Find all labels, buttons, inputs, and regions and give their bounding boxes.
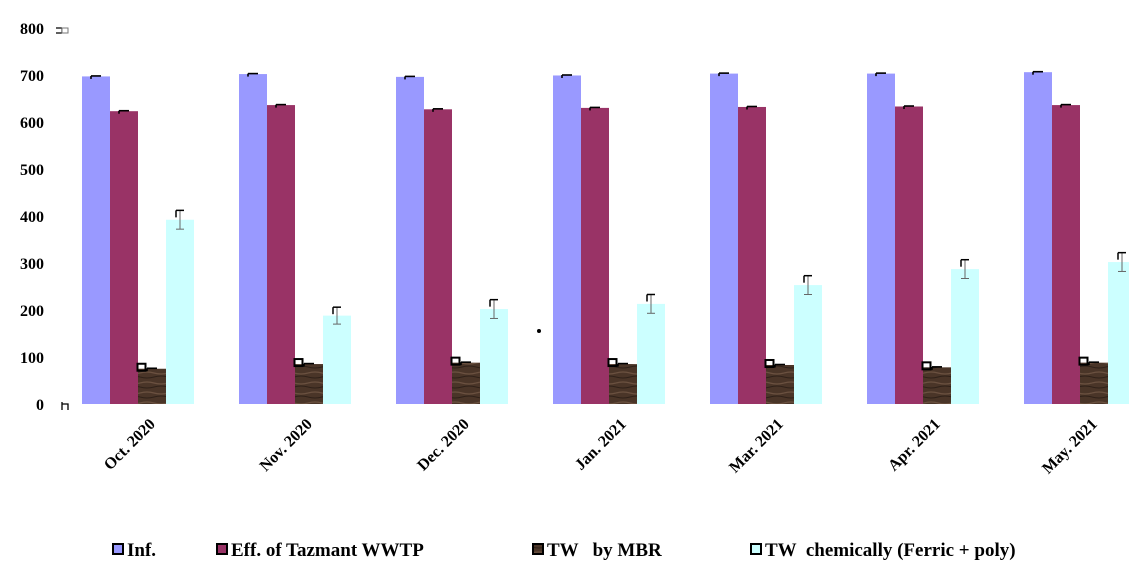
- legend-label: Eff. of Tazmant WWTP: [231, 540, 424, 561]
- y-tick-label: 300: [20, 256, 44, 273]
- x-tick-label: May. 2021: [1039, 416, 1101, 478]
- bar-tw-chemically-ferric-poly: [323, 315, 351, 404]
- legend-swatch: [216, 543, 228, 555]
- error-bar: [960, 258, 969, 280]
- stray-dot: [537, 329, 541, 333]
- legend-label: Inf.: [127, 540, 156, 561]
- x-tick-label: Oct. 2020: [101, 416, 159, 474]
- bar-tw-chemically-ferric-poly: [637, 303, 665, 404]
- error-bar: [247, 72, 258, 77]
- bars: [82, 72, 1129, 405]
- bar-tw-by-mbr: [923, 367, 951, 404]
- bar-tw-by-mbr: [1080, 362, 1108, 404]
- axis-marker-box: [61, 27, 69, 34]
- marker-square: [607, 358, 618, 368]
- bar-tw-chemically-ferric-poly: [1108, 262, 1129, 404]
- bar-eff-of-tazmant-wwtp: [738, 106, 766, 405]
- bar-eff-of-tazmant-wwtp: [1052, 105, 1080, 404]
- error-bar: [489, 298, 498, 319]
- error-bar: [774, 363, 785, 368]
- error-bar: [903, 105, 914, 110]
- marker-square: [450, 356, 461, 366]
- bar-inf: [82, 76, 110, 404]
- legend-label: TW by MBR: [547, 540, 662, 561]
- bar-tw-chemically-ferric-poly: [794, 285, 822, 404]
- bar-tw-by-mbr: [295, 364, 323, 404]
- y-tick-label: 500: [20, 162, 44, 179]
- marker-square: [1078, 356, 1089, 366]
- error-bar: [803, 274, 812, 295]
- bar-eff-of-tazmant-wwtp: [581, 107, 609, 405]
- bar-inf: [396, 76, 424, 404]
- marker-square: [136, 362, 147, 372]
- error-bar: [1032, 70, 1043, 75]
- marker-square: [921, 361, 932, 371]
- bar-tw-chemically-ferric-poly: [951, 269, 979, 404]
- y-tick-label: 600: [20, 115, 44, 132]
- bar-inf: [710, 73, 738, 404]
- error-bar: [718, 72, 729, 77]
- bar-eff-of-tazmant-wwtp: [267, 105, 295, 404]
- x-tick-label: Apr. 2021: [885, 416, 944, 475]
- x-tick-label: Dec. 2020: [414, 416, 473, 475]
- error-bar: [746, 105, 757, 110]
- error-bar: [118, 109, 129, 114]
- x-axis: Oct. 2020 Nov. 2020 Dec. 2020 Jan. 2021 Mar.…: [101, 416, 1101, 478]
- y-tick-label: 400: [20, 209, 44, 226]
- y-tick-label: 700: [20, 68, 44, 85]
- error-bar: [404, 75, 415, 80]
- y-tick-label: 800: [20, 21, 44, 38]
- bar-tw-by-mbr: [609, 364, 637, 404]
- bar-tw-chemically-ferric-poly: [166, 219, 194, 404]
- bar-tw-by-mbr: [766, 364, 794, 404]
- legend-swatch: [112, 543, 124, 555]
- bar-eff-of-tazmant-wwtp: [895, 106, 923, 405]
- error-bar: [617, 362, 628, 367]
- error-bar: [589, 106, 600, 111]
- legend-swatch: [532, 543, 544, 555]
- error-bar: [175, 209, 184, 230]
- bar-eff-of-tazmant-wwtp: [424, 109, 452, 404]
- bar-inf: [553, 75, 581, 404]
- error-bar: [1117, 251, 1126, 272]
- error-bar: [561, 74, 572, 78]
- legend-label: TW chemically (Ferric + poly): [765, 540, 1016, 561]
- y-tick-label: 100: [20, 350, 44, 367]
- error-bars: [90, 70, 1126, 372]
- error-bar: [1088, 361, 1099, 366]
- error-bar: [432, 108, 443, 112]
- error-bar: [1060, 103, 1071, 108]
- legend-swatch: [750, 543, 762, 555]
- error-bar: [303, 362, 314, 367]
- y-tick-label: 200: [20, 303, 44, 320]
- y-axis: 0 100 200 300 400 500 600 700 800: [20, 21, 69, 414]
- x-tick-label: Jan. 2021: [572, 416, 630, 474]
- error-bar: [332, 306, 341, 325]
- axis-marker-top: [56, 27, 63, 34]
- bar-inf: [1024, 72, 1052, 405]
- x-tick-label: Nov. 2020: [257, 416, 316, 475]
- bar-inf: [867, 73, 895, 404]
- bar-eff-of-tazmant-wwtp: [110, 111, 138, 404]
- error-bar: [931, 366, 942, 370]
- legend: Inf. Eff. of Tazmant WWTP TW by MBR TW chem…: [112, 540, 1016, 561]
- marker-square: [764, 358, 775, 368]
- bar-tw-by-mbr: [452, 362, 480, 404]
- bar-inf: [239, 74, 267, 404]
- marker-square: [293, 358, 304, 368]
- error-bar: [460, 361, 471, 366]
- error-bar: [275, 103, 286, 108]
- error-bar: [646, 293, 655, 314]
- bar-tw-chemically-ferric-poly: [480, 309, 508, 404]
- axis-marker-bottom: [61, 402, 69, 410]
- error-bar: [90, 75, 101, 79]
- error-bar: [146, 367, 157, 372]
- x-tick-label: Mar. 2021: [726, 416, 787, 477]
- error-bar: [875, 72, 886, 77]
- bar-tw-by-mbr: [138, 368, 166, 404]
- y-tick-label: 0: [36, 397, 44, 414]
